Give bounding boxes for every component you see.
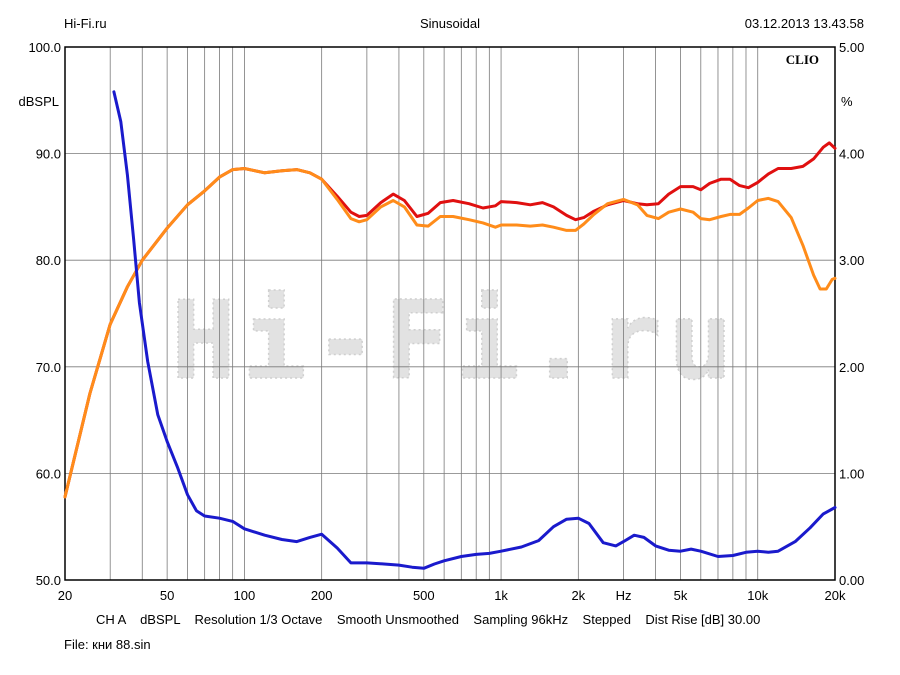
plot-area bbox=[65, 47, 835, 580]
y-left-tick-label: 90.0 bbox=[36, 147, 61, 162]
y-left-axis-label: dBSPL bbox=[19, 94, 59, 109]
y-left-tick-label: 100.0 bbox=[28, 40, 61, 55]
y-right-tick-label: 2.00 bbox=[839, 360, 864, 375]
x-tick-label: 10k bbox=[747, 588, 768, 603]
y-right-axis-label: % bbox=[841, 94, 853, 109]
response-curve-orange bbox=[63, 167, 837, 499]
header-right-label: 03.12.2013 13.43.58 bbox=[744, 16, 864, 31]
x-tick-label: 1k bbox=[494, 588, 508, 603]
y-right-tick-label: 1.00 bbox=[839, 466, 864, 481]
x-tick-label: 200 bbox=[311, 588, 333, 603]
y-left-tick-label: 60.0 bbox=[36, 466, 61, 481]
plot-frame bbox=[64, 46, 836, 581]
header-left-label: Hi-Fi.ru bbox=[64, 16, 107, 31]
x-tick-label: Hz bbox=[616, 588, 632, 603]
x-tick-label: 500 bbox=[413, 588, 435, 603]
y-right-tick-label: 0.00 bbox=[839, 573, 864, 588]
header-center-label: Sinusoidal bbox=[420, 16, 480, 31]
y-right-tick-label: 3.00 bbox=[839, 253, 864, 268]
clio-brand-label: CLIO bbox=[786, 52, 819, 67]
x-tick-label: 20k bbox=[825, 588, 846, 603]
y-left-tick-label: 50.0 bbox=[36, 573, 61, 588]
y-left-tick-label: 70.0 bbox=[36, 360, 61, 375]
distortion-curve-blue bbox=[112, 90, 837, 570]
measurement-info: CH A dBSPL Resolution 1/3 Octave Smooth … bbox=[96, 612, 761, 627]
x-tick-label: 100 bbox=[234, 588, 256, 603]
x-tick-label: 2k bbox=[571, 588, 585, 603]
x-tick-label: 50 bbox=[160, 588, 174, 603]
x-tick-label: 20 bbox=[58, 588, 72, 603]
file-name: File: кни 88.sin bbox=[64, 637, 151, 652]
y-right-tick-label: 5.00 bbox=[839, 40, 864, 55]
watermark: Hi-Fi.ru bbox=[171, 279, 739, 404]
x-tick-label: 5k bbox=[674, 588, 688, 603]
y-left-tick-label: 80.0 bbox=[36, 253, 61, 268]
y-right-tick-label: 4.00 bbox=[839, 147, 864, 162]
